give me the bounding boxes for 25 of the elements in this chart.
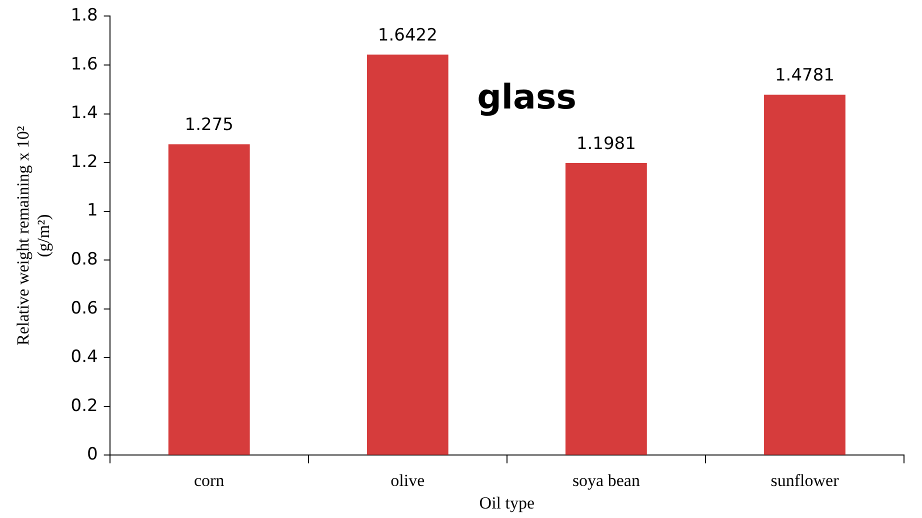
data-label: 1.1981 [576,134,636,154]
y-tick-label: 0.2 [70,396,98,416]
x-tick-label: soya bean [572,470,640,490]
y-tick-label: 0.4 [70,347,98,368]
y-tick-label: 1 [87,200,98,221]
data-label: 1.6422 [378,26,438,46]
bar [764,94,846,455]
x-tick-label: sunflower [770,470,840,490]
y-axis-title: Relative weight remaining x 10² (g/m²) [14,126,54,346]
y-tick-label: 1.2 [70,152,98,172]
x-tick-label: corn [194,470,225,490]
bar [565,162,647,455]
y-tick-label: 1.4 [70,103,98,124]
y-tick-label: 0 [87,444,98,465]
data-label: 1.275 [184,115,234,136]
y-tick-label: 0.6 [70,298,98,318]
data-label: 1.4781 [774,66,834,86]
x-tick-label: olive [390,470,425,490]
y-tick-label: 1.8 [70,6,98,26]
y-tick-label: 1.6 [70,54,98,74]
bar [168,144,250,455]
annotation: glass [477,77,576,118]
y-tick-label: 0.8 [70,250,98,270]
x-axis-title: Oil type [479,493,535,512]
bar [366,54,448,455]
